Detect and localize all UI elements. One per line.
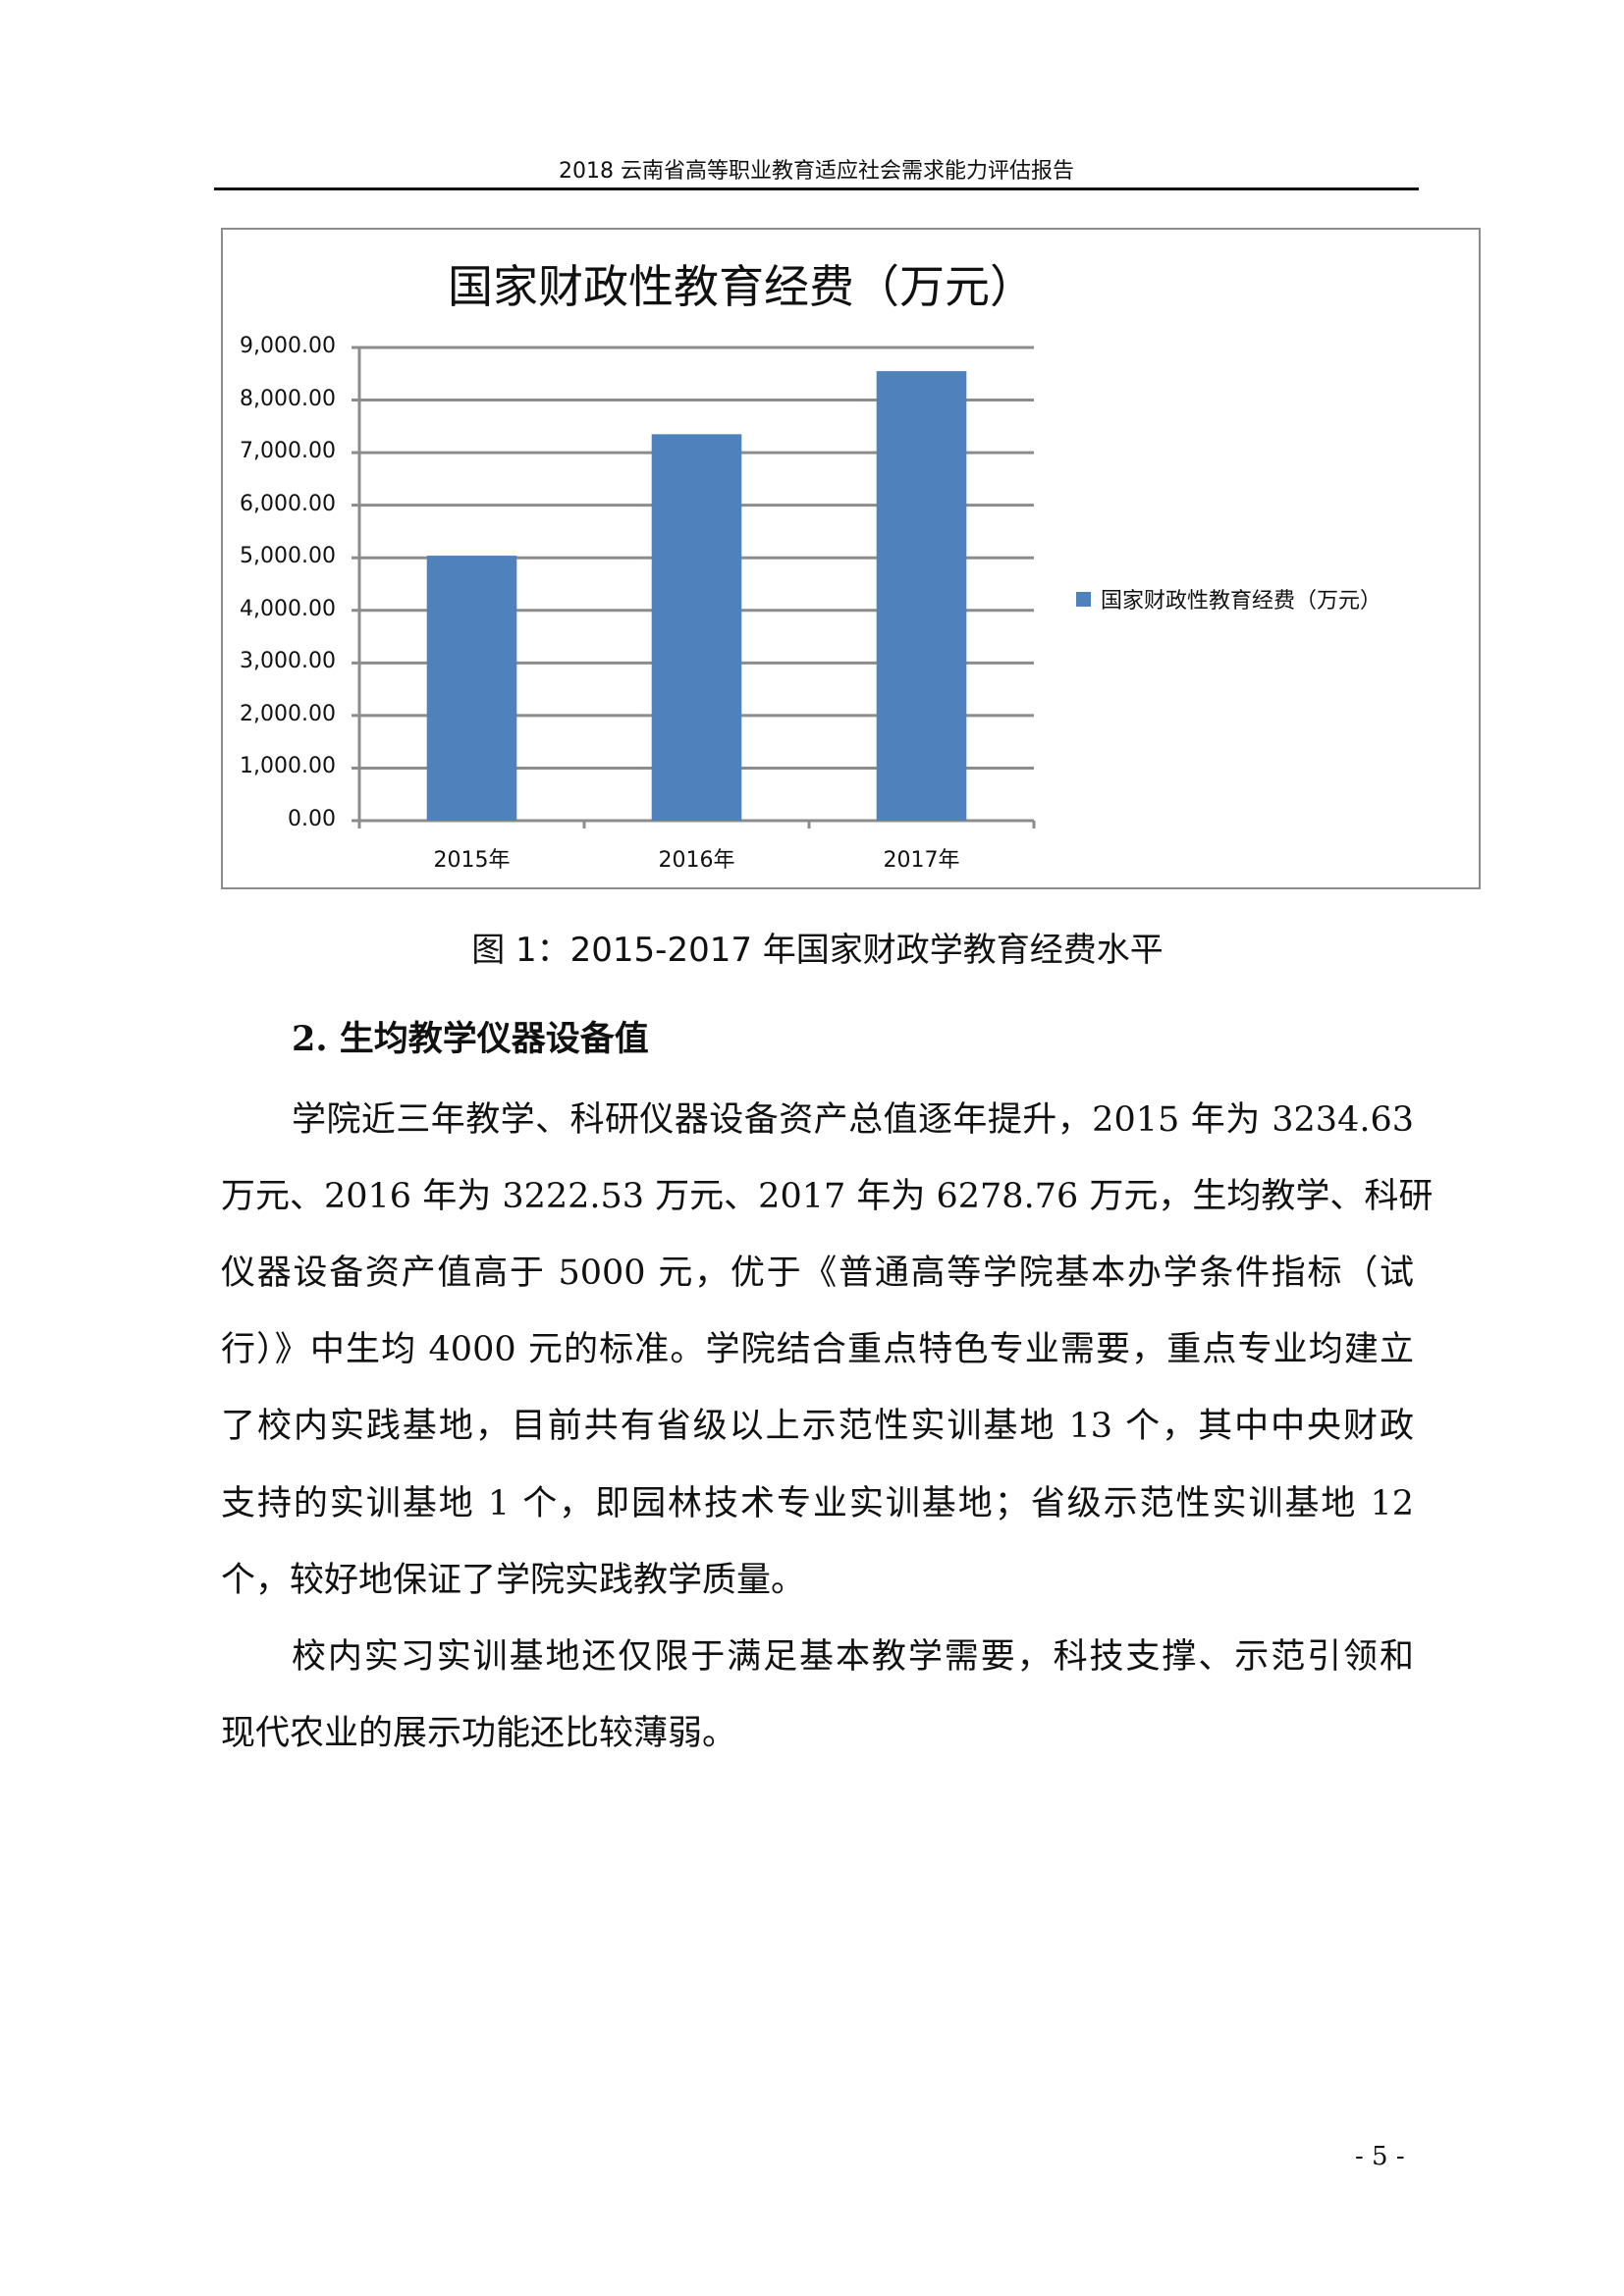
legend-swatch (1076, 591, 1091, 607)
paragraph-line: 校内实习实训基地还仅限于满足基本教学需要，科技支撑、示范引领和 (292, 1637, 1414, 1677)
paragraph-line: 学院近三年教学、科研仪器设备资产总值逐年提升，2015 年为 3234.63 (292, 1100, 1414, 1140)
figure-caption: 图 1：2015-2017 年国家财政学教育经费水平 (471, 931, 1164, 970)
paragraph-line: 仪器设备资产值高于 5000 元，优于《普通高等学院基本办学条件指标（试 (221, 1254, 1414, 1293)
bar-2016年 (651, 434, 742, 821)
page-number: - 5 - (1355, 2142, 1405, 2171)
paragraph-line: 个，较好地保证了学院实践教学质量。 (221, 1561, 806, 1600)
x-tick-label: 2015年 (433, 848, 511, 873)
header-rule (214, 187, 1419, 190)
legend-label: 国家财政性教育经费（万元） (1101, 589, 1382, 614)
paragraph-line: 万元、2016 年为 3222.53 万元、2017 年为 6278.76 万元… (221, 1177, 1434, 1216)
bar-2015年 (426, 556, 517, 821)
bar-2017年 (876, 371, 967, 821)
y-tick-label: 2,000.00 (240, 701, 336, 726)
x-tick-label: 2016年 (658, 848, 735, 873)
y-tick-label: 4,000.00 (240, 596, 336, 621)
y-tick-label: 8,000.00 (240, 386, 336, 411)
bar-chart (352, 346, 1036, 828)
running-header: 2018 云南省高等职业教育适应社会需求能力评估报告 (559, 159, 1074, 184)
y-tick-label: 5,000.00 (240, 544, 336, 569)
paragraph-line: 现代农业的展示功能还比较薄弱。 (221, 1714, 737, 1753)
chart-legend: 国家财政性教育经费（万元） (1076, 583, 1381, 614)
y-tick-label: 7,000.00 (240, 439, 336, 464)
y-tick-label: 0.00 (288, 807, 336, 831)
y-tick-label: 9,000.00 (240, 334, 336, 358)
paragraph-line: 了校内实践基地，目前共有省级以上示范性实训基地 13 个，其中中央财政 (221, 1407, 1414, 1446)
x-tick-label: 2017年 (883, 848, 960, 873)
paragraph-line: 支持的实训基地 1 个，即园林技术专业实训基地；省级示范性实训基地 12 (221, 1484, 1414, 1523)
y-tick-label: 3,000.00 (240, 649, 336, 674)
paragraph-line: 行）》中生均 4000 元的标准。学院结合重点特色专业需要，重点专业均建立 (221, 1330, 1414, 1369)
y-tick-label: 1,000.00 (240, 754, 336, 779)
section-heading: 2. 生均教学仪器设备值 (292, 1019, 649, 1059)
y-tick-label: 6,000.00 (240, 491, 336, 516)
chart-frame (221, 228, 1481, 889)
chart-title: 国家财政性教育经费（万元） (448, 260, 1035, 313)
